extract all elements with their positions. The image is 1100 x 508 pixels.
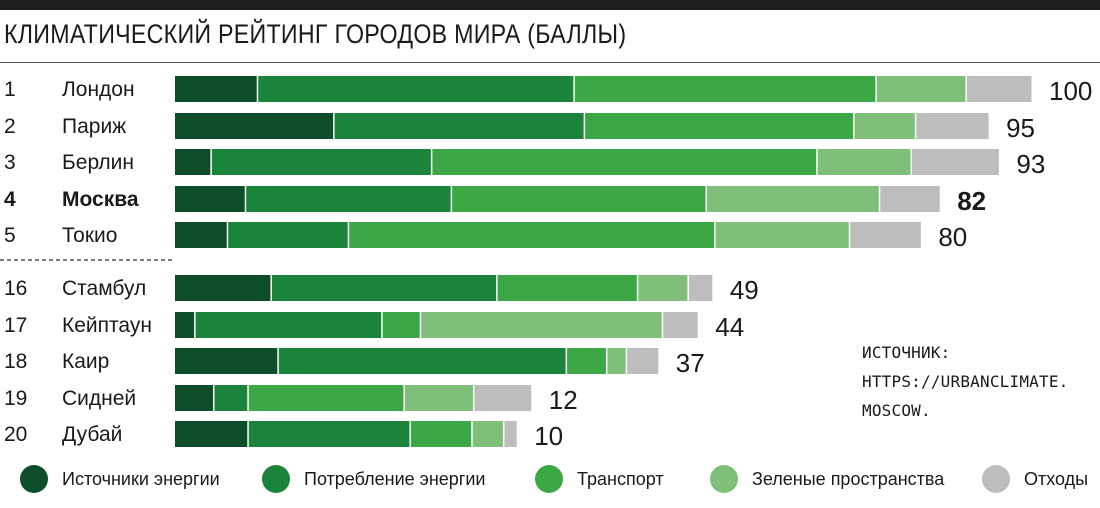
value-label: 100 — [1049, 76, 1092, 106]
rank-label: 5 — [4, 224, 16, 247]
bar-segment-waste — [880, 186, 940, 212]
city-label: Париж — [62, 115, 126, 138]
bar-segment-energy-consumption — [248, 421, 410, 447]
legend-swatch-waste — [982, 465, 1010, 493]
city-label: Стамбул — [62, 277, 146, 300]
city-label: Лондон — [62, 78, 135, 101]
bar-segment-green-spaces — [607, 348, 626, 374]
top-rule — [0, 0, 1100, 10]
legend: Источники энергии Потребление энергии Тр… — [0, 462, 1100, 496]
city-label: Сидней — [62, 387, 136, 410]
bar-segment-waste — [663, 312, 698, 338]
rank-label: 20 — [4, 423, 27, 446]
bar-segment-transport — [574, 76, 876, 102]
legend-label-energy-consumption: Потребление энергии — [304, 469, 486, 489]
bar-segment-energy-sources — [175, 312, 195, 338]
bar-segment-waste — [912, 149, 999, 175]
bar-segment-energy-consumption — [258, 76, 574, 102]
bar-segment-energy-sources — [175, 76, 257, 102]
bar-segment-transport — [432, 149, 817, 175]
bar-segment-waste — [916, 113, 989, 139]
rank-label: 16 — [4, 277, 27, 300]
bar-segment-transport — [248, 385, 404, 411]
city-label: Берлин — [62, 151, 134, 174]
bar-segment-energy-consumption — [271, 275, 497, 301]
bar-segment-energy-consumption — [214, 385, 248, 411]
source-note: ИСТОЧНИК: HTTPS://URBANCLIMATE. MOSCOW. — [862, 338, 1069, 425]
legend-label-energy-sources: Источники энергии — [62, 469, 220, 489]
bar-segment-waste — [504, 421, 517, 447]
value-label: 37 — [676, 348, 705, 378]
city-label: Каир — [62, 350, 109, 373]
bar-segment-transport — [567, 348, 606, 374]
city-label: Москва — [62, 188, 139, 211]
bar-segment-green-spaces — [638, 275, 688, 301]
bar-segment-transport — [349, 222, 715, 248]
bar-segment-energy-consumption — [195, 312, 382, 338]
source-line-3: MOSCOW. — [862, 401, 931, 420]
value-label: 82 — [957, 186, 986, 216]
legend-label-waste: Отходы — [1024, 469, 1089, 489]
bar-segment-waste — [627, 348, 659, 374]
bar-segment-transport — [452, 186, 706, 212]
value-label: 80 — [938, 222, 967, 252]
bar-segment-transport — [585, 113, 854, 139]
bar-segment-green-spaces — [715, 222, 849, 248]
value-label: 49 — [730, 275, 759, 305]
bar-segment-energy-sources — [175, 186, 245, 212]
bar-segment-green-spaces — [421, 312, 662, 338]
bar-segment-energy-consumption — [246, 186, 451, 212]
legend-label-green-spaces: Зеленые пространства — [752, 469, 945, 489]
value-label: 10 — [534, 421, 563, 451]
rank-label: 4 — [4, 188, 16, 211]
bar-segment-energy-consumption — [334, 113, 584, 139]
bar-segment-energy-consumption — [211, 149, 431, 175]
legend-swatch-transport — [535, 465, 563, 493]
bar-segment-waste — [966, 76, 1032, 102]
bar-segment-energy-consumption — [228, 222, 348, 248]
rank-label: 3 — [4, 151, 16, 174]
legend-label-transport: Транспорт — [577, 469, 664, 489]
bar-segment-energy-sources — [175, 421, 248, 447]
source-line-1: ИСТОЧНИК: — [862, 343, 951, 362]
city-label: Кейптаун — [62, 314, 152, 337]
value-label: 12 — [549, 385, 578, 415]
legend-swatch-energy-sources — [20, 465, 48, 493]
rank-label: 2 — [4, 115, 16, 138]
bar-segment-green-spaces — [854, 113, 915, 139]
bar-segment-green-spaces — [817, 149, 911, 175]
bar-segment-energy-sources — [175, 385, 213, 411]
source-line-2: HTTPS://URBANCLIMATE. — [862, 372, 1069, 391]
bar-segment-green-spaces — [706, 186, 879, 212]
title-rule — [0, 62, 1100, 63]
legend-swatch-green-spaces — [710, 465, 738, 493]
bar-segment-waste — [688, 275, 713, 301]
city-label: Токио — [62, 224, 117, 247]
rank-label: 19 — [4, 387, 27, 410]
rank-label: 1 — [4, 78, 16, 101]
rank-label: 17 — [4, 314, 27, 337]
legend-swatch-energy-consumption — [262, 465, 290, 493]
bar-segment-transport — [410, 421, 472, 447]
value-label: 93 — [1016, 149, 1045, 179]
city-label: Дубай — [62, 423, 122, 446]
value-label: 95 — [1006, 113, 1035, 143]
rank-label: 18 — [4, 350, 27, 373]
bar-segment-waste — [850, 222, 921, 248]
bar-segment-energy-sources — [175, 275, 271, 301]
bar-segment-transport — [497, 275, 637, 301]
bar-segment-energy-sources — [175, 149, 211, 175]
bar-segment-energy-sources — [175, 348, 278, 374]
bar-segment-green-spaces — [876, 76, 966, 102]
bar-segment-green-spaces — [472, 421, 503, 447]
chart-title: КЛИМАТИЧЕСКИЙ РЕЙТИНГ ГОРОДОВ МИРА (БАЛЛ… — [4, 19, 627, 49]
value-label: 44 — [715, 312, 744, 342]
bar-segment-transport — [382, 312, 420, 338]
bar-segment-green-spaces — [404, 385, 473, 411]
bar-segment-energy-sources — [175, 222, 227, 248]
bar-segment-energy-consumption — [278, 348, 566, 374]
bar-segment-energy-sources — [175, 113, 334, 139]
bar-segment-waste — [474, 385, 532, 411]
